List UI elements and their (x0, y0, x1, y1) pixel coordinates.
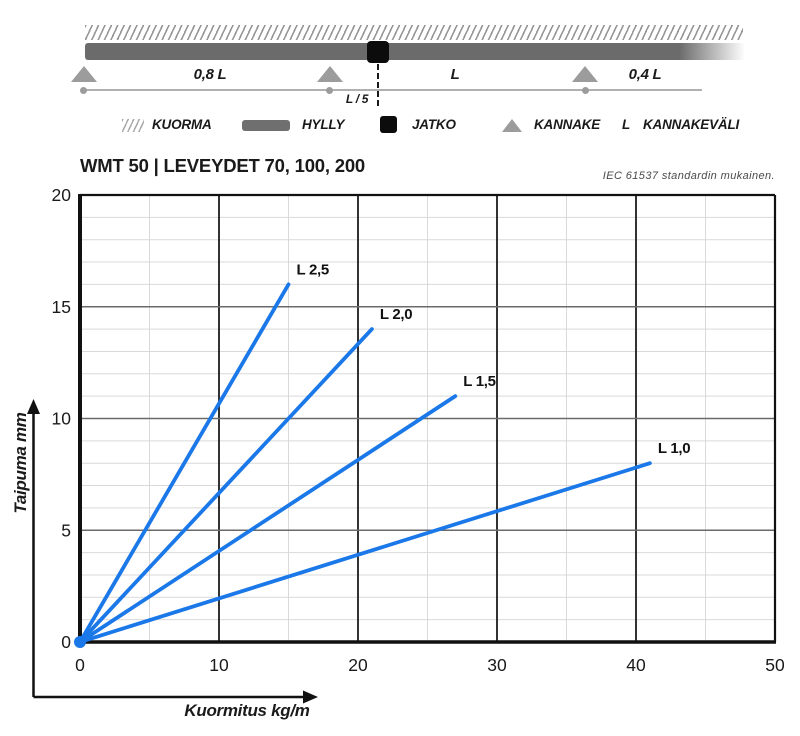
legend-label-jatko: JATKO (412, 117, 456, 132)
series: L 2,5 L 2,0 L 1,5 L 1,0 (74, 261, 691, 648)
span-label-3: 0,4 L (628, 66, 662, 83)
joint-square-icon (380, 116, 397, 133)
letter-L-symbol: L (622, 117, 631, 132)
x-tick-label: 30 (487, 655, 507, 675)
support-triangle-3 (572, 66, 598, 82)
support-triangle-icon (502, 119, 522, 132)
y-tick-label: 20 (52, 185, 72, 205)
y-tick-label: 15 (52, 297, 71, 317)
x-tick-label: 20 (348, 655, 368, 675)
joint-dashed-line (377, 64, 379, 106)
y-axis-arrow (27, 399, 40, 697)
legend-label-kannake: KANNAKE (534, 117, 601, 132)
y-tick-label: 5 (61, 520, 71, 540)
legend-label-kannakevali: KANNAKEVÄLI (643, 117, 740, 132)
y-axis-title: Taipuma mm (11, 412, 30, 514)
x-axis-arrow (33, 690, 318, 704)
series-line-0 (78, 282, 291, 644)
shelf-bar (85, 43, 745, 60)
y-tick-label: 0 (61, 632, 71, 652)
series-label-0: L 2,5 (297, 261, 329, 278)
page-title: WMT 50 | LEVEYDET 70, 100, 200 (80, 155, 366, 176)
x-tick-label: 50 (765, 655, 785, 675)
support-triangle-2 (317, 66, 343, 82)
dimension-dot-3 (582, 87, 589, 94)
joint-offset-label: L / 5 (345, 92, 369, 106)
series-line-2 (78, 394, 458, 644)
dimension-line (84, 89, 702, 91)
x-tick-label: 40 (626, 655, 646, 675)
legend-label-hylly: HYLLY (302, 117, 345, 132)
span-label-2: L (450, 66, 460, 83)
tick-labels: 0 10 20 30 40 50 0 5 10 15 20 (52, 185, 785, 675)
support-triangle-1 (71, 66, 97, 82)
load-hatch-icon (122, 119, 144, 132)
series-line-1 (78, 327, 374, 644)
x-axis-title: Kuormitus kg/m (184, 701, 310, 720)
plot-border (78, 193, 777, 644)
series-label-1: L 2,0 (380, 306, 412, 323)
series-line-3 (78, 461, 652, 644)
series-label-2: L 1,5 (463, 373, 495, 390)
grid-minor (80, 195, 775, 642)
shelf-bar-icon (242, 120, 290, 131)
x-tick-label: 10 (209, 655, 229, 675)
series-label-3: L 1,0 (658, 440, 690, 457)
load-hatch-strip (85, 25, 743, 40)
span-label-1: 0,8 L (193, 66, 227, 83)
origin-dot (74, 636, 86, 648)
grid-major (80, 195, 775, 642)
standard-note: IEC 61537 standardin mukainen. (602, 170, 775, 182)
dimension-dot-1 (80, 87, 87, 94)
x-tick-label: 0 (75, 655, 85, 675)
legend-label-kuorma: KUORMA (152, 117, 212, 132)
dimension-dot-2 (326, 87, 333, 94)
joint-square (367, 41, 389, 63)
y-tick-label: 10 (52, 409, 72, 429)
